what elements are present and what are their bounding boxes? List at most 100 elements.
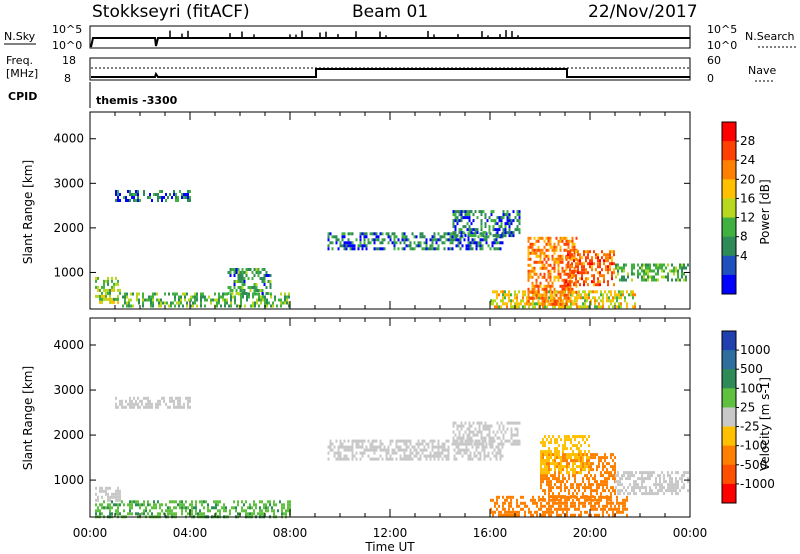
data-cell: [147, 500, 149, 504]
data-cell: [492, 290, 494, 294]
data-cell: [493, 448, 496, 452]
data-cell: [559, 254, 562, 258]
data-cell: [550, 504, 552, 508]
data-cell: [600, 299, 602, 303]
data-cell: [598, 302, 600, 306]
data-cell: [546, 501, 548, 505]
data-cell: [566, 465, 568, 469]
data-cell: [419, 454, 422, 458]
data-cell: [496, 216, 499, 220]
data-cell: [564, 444, 566, 448]
data-cell: [461, 454, 464, 458]
data-cell: [543, 266, 546, 270]
data-cell: [561, 284, 564, 288]
data-cell: [584, 453, 586, 457]
data-cell: [569, 265, 571, 269]
data-cell: [620, 296, 622, 300]
data-cell: [274, 298, 276, 302]
colorbar-swatch: [722, 236, 736, 257]
data-cell: [173, 402, 175, 406]
data-cell: [423, 247, 426, 251]
data-cell: [610, 456, 612, 460]
data-cell: [331, 442, 334, 446]
data-cell: [641, 474, 643, 478]
data-cell: [488, 430, 491, 434]
data-cell: [514, 302, 516, 306]
data-cell: [635, 483, 637, 487]
data-cell: [616, 293, 618, 297]
data-cell: [673, 266, 675, 270]
data-cell: [347, 439, 350, 443]
data-cell: [527, 263, 530, 267]
data-cell: [109, 506, 111, 510]
data-cell: [149, 399, 151, 403]
data-cell: [254, 304, 256, 308]
data-cell: [552, 498, 554, 502]
data-cell: [149, 503, 151, 507]
data-cell: [454, 213, 457, 217]
data-cell: [518, 219, 521, 223]
data-cell: [537, 290, 540, 294]
data-cell: [534, 498, 536, 502]
data-cell: [574, 302, 576, 306]
data-cell: [544, 510, 546, 514]
data-cell: [261, 512, 263, 516]
data-cell: [281, 509, 283, 513]
data-cell: [139, 503, 141, 507]
data-cell: [237, 500, 239, 504]
data-cell: [506, 498, 508, 502]
data-cell: [175, 512, 177, 516]
data-cell: [487, 235, 490, 239]
data-cell: [288, 292, 290, 296]
data-cell: [566, 447, 568, 451]
data-cell: [576, 299, 578, 303]
data-cell: [405, 442, 408, 446]
data-cell: [419, 457, 422, 461]
data-cell: [549, 269, 552, 273]
data-cell: [506, 210, 509, 214]
data-cell: [205, 500, 207, 504]
data-cell: [169, 405, 171, 409]
data-cell: [481, 244, 484, 248]
data-cell: [574, 471, 576, 475]
data-cell: [547, 269, 550, 273]
data-cell: [579, 277, 581, 281]
data-cell: [508, 234, 511, 238]
data-cell: [617, 263, 619, 267]
data-cell: [567, 299, 570, 303]
data-cell: [552, 510, 554, 514]
data-cell: [141, 402, 143, 406]
data-cell: [129, 512, 131, 516]
data-cell: [239, 286, 242, 289]
data-cell: [560, 468, 562, 472]
data-cell: [490, 498, 492, 502]
data-cell: [679, 266, 681, 270]
data-cell: [435, 454, 438, 458]
data-cell: [443, 442, 446, 446]
data-cell: [649, 489, 651, 493]
data-cell: [625, 278, 627, 282]
data-cell: [441, 442, 444, 446]
data-cell: [582, 465, 584, 469]
data-cell: [273, 503, 275, 507]
data-cell: [604, 456, 606, 460]
data-cell: [550, 438, 552, 442]
data-cell: [546, 459, 548, 463]
data-cell: [175, 405, 177, 409]
data-cell: [578, 504, 580, 508]
data-cell: [163, 396, 165, 400]
data-cell: [251, 506, 253, 510]
data-cell: [189, 399, 191, 403]
data-cell: [649, 486, 651, 490]
data-cell: [564, 447, 566, 451]
data-cell: [289, 503, 291, 507]
data-cell: [643, 492, 645, 496]
data-cell: [617, 483, 619, 487]
data-cell: [606, 504, 608, 508]
data-cell: [579, 283, 581, 287]
data-cell: [474, 231, 477, 235]
data-cell: [552, 453, 554, 457]
data-cell: [533, 236, 536, 240]
data-cell: [495, 445, 498, 449]
data-cell: [240, 301, 242, 305]
